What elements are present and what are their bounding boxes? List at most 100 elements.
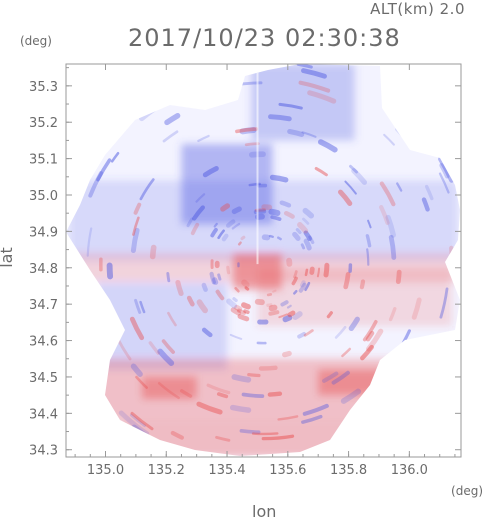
velocity-streak (268, 114, 292, 122)
velocity-streak (302, 217, 310, 225)
velocity-streak (268, 208, 281, 216)
y-axis-unit: (deg) (20, 34, 52, 48)
velocity-streak (282, 314, 293, 323)
velocity-streak (278, 313, 288, 319)
velocity-streak (148, 479, 183, 494)
velocity-streak (136, 97, 159, 114)
velocity-streak (287, 128, 305, 137)
velocity-streak (268, 310, 280, 316)
velocity-streak (86, 227, 93, 257)
velocity-streak (322, 371, 339, 383)
velocity-streak (241, 302, 251, 310)
velocity-streak (318, 139, 338, 153)
velocity-streak (338, 28, 375, 43)
velocity-streak (439, 287, 449, 319)
velocity-streak (239, 429, 261, 434)
velocity-streak (232, 297, 238, 303)
velocity-streak (298, 80, 331, 93)
velocity-streak (196, 401, 223, 415)
velocity-streak (240, 235, 246, 241)
velocity-streak (19, 229, 21, 242)
velocity-region-away (120, 420, 364, 456)
velocity-streak (17, 311, 20, 324)
velocity-streak (66, 151, 86, 189)
velocity-streak (118, 441, 137, 456)
velocity-streak (340, 388, 362, 404)
velocity-streak (69, 422, 99, 453)
velocity-streak (365, 234, 372, 248)
velocity-streak (431, 405, 449, 425)
velocity-streak (77, 298, 88, 327)
velocity-streak (301, 131, 317, 138)
velocity-streak (130, 227, 140, 253)
velocity-streak (293, 289, 298, 295)
velocity-streak (383, 133, 395, 146)
velocity-streak (396, 182, 403, 192)
velocity-streak (247, 372, 261, 378)
velocity-streak (439, 163, 450, 179)
plot-frame (65, 63, 462, 458)
velocity-streak (331, 370, 350, 385)
velocity-streak (389, 417, 406, 432)
velocity-streak (202, 166, 219, 178)
velocity-streak (301, 68, 327, 79)
velocity-streak (230, 493, 242, 494)
velocity-streak (396, 349, 410, 367)
velocity-streak (215, 289, 225, 301)
velocity-streak (229, 333, 243, 340)
velocity-streak (134, 298, 142, 314)
velocity-streak (425, 184, 434, 201)
velocity-streak (292, 311, 303, 320)
velocity-streak (323, 262, 330, 278)
velocity-streak (244, 286, 250, 291)
velocity-streak (388, 369, 401, 383)
velocity-streak (411, 297, 422, 320)
y-tick-label: 34.4 (29, 407, 58, 422)
velocity-streak (388, 307, 397, 322)
velocity-streak (309, 266, 315, 275)
velocity-streak (213, 222, 218, 228)
velocity-streak (157, 348, 175, 366)
velocity-streak (286, 514, 311, 517)
velocity-streak (196, 299, 208, 314)
velocity-streak (253, 209, 267, 215)
velocity-streak (157, 382, 180, 400)
velocity-streak (379, 205, 390, 225)
velocity-streak (132, 216, 140, 236)
velocity-streak (295, 228, 302, 235)
velocity-streak (353, 40, 384, 55)
velocity-streak (272, 289, 277, 293)
velocity-streak (328, 435, 358, 451)
velocity-streak (166, 271, 171, 283)
y-tick-label: 34.7 (29, 298, 58, 313)
velocity-streak (139, 300, 146, 314)
velocity-streak (118, 43, 145, 60)
velocity-streak (341, 55, 354, 60)
velocity-streak (303, 238, 312, 251)
velocity-streak (456, 108, 460, 128)
velocity-streak (226, 219, 236, 228)
velocity-streak (241, 279, 250, 288)
velocity-streak (127, 100, 145, 116)
velocity-streak (170, 430, 184, 440)
velocity-streak (148, 341, 160, 355)
velocity-streak (220, 203, 231, 212)
velocity-streak (251, 432, 279, 436)
y-tick-label: 34.8 (29, 262, 58, 277)
velocity-streak (258, 12, 298, 14)
velocity-streak (294, 454, 318, 456)
velocity-streak (291, 276, 298, 286)
velocity-streak (241, 392, 265, 398)
velocity-streak (349, 164, 358, 174)
velocity-streak (229, 404, 252, 413)
velocity-streak (351, 168, 367, 185)
velocity-streak (413, 66, 427, 78)
x-tick-label: 135.0 (87, 463, 124, 478)
velocity-streak (314, 167, 328, 177)
velocity-streak (301, 414, 323, 424)
velocity-streak (362, 320, 378, 342)
velocity-streak (212, 277, 219, 285)
velocity-streak (299, 280, 306, 288)
velocity-streak (292, 231, 301, 241)
velocity-streak (266, 293, 273, 297)
